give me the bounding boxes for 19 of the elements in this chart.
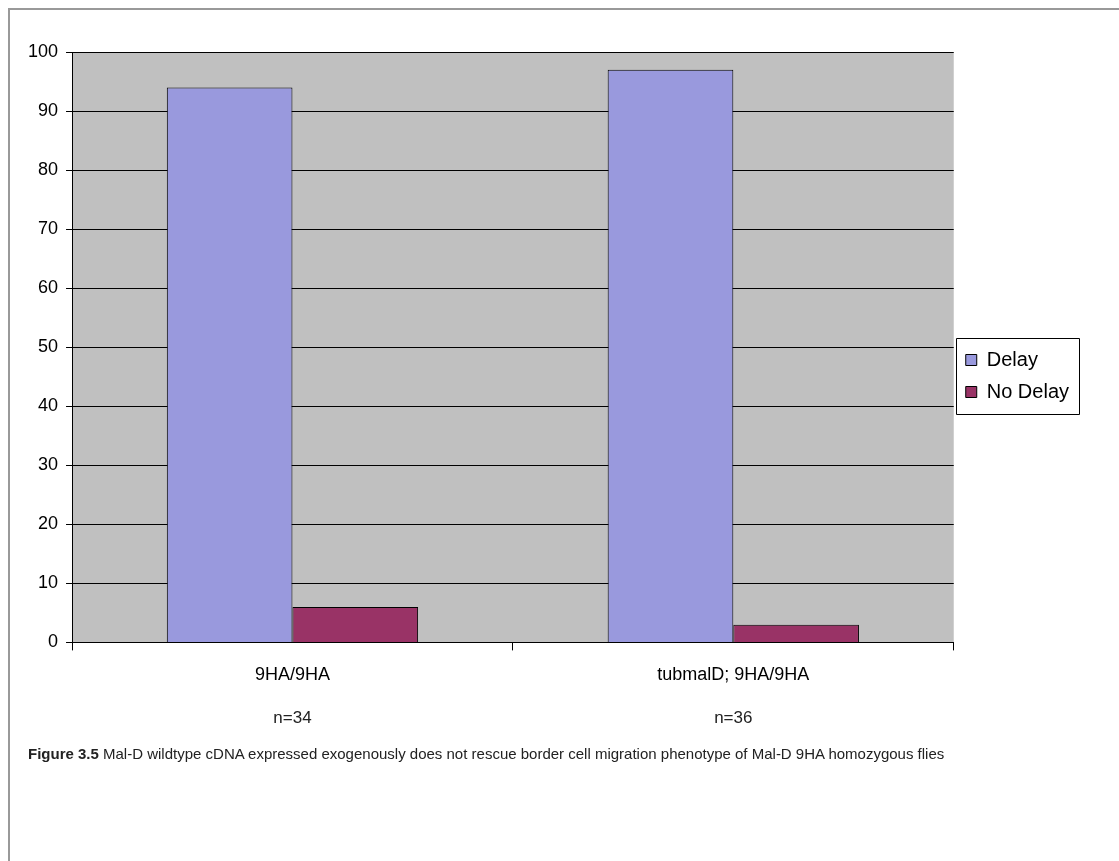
y-tick-label: 40 bbox=[38, 395, 59, 416]
y-tick-label: 30 bbox=[38, 454, 59, 475]
y-tick-label: 50 bbox=[38, 336, 59, 357]
x-tick-label: tubmalD; 9HA/9HA bbox=[657, 664, 810, 685]
y-tick-label: 100 bbox=[27, 40, 59, 61]
y-tick-label: 60 bbox=[38, 277, 59, 298]
x-tick-label: 9HA/9HA bbox=[254, 664, 330, 685]
y-tick-label: 90 bbox=[38, 100, 59, 121]
y-tick-label: 0 bbox=[48, 631, 59, 652]
text: Mal-D wildtype cDNA expressed exogenously does not rescue border cell migration phenotype of Mal-D 9HA homozygous flies bbox=[103, 745, 945, 762]
y-tick-label: 20 bbox=[38, 513, 59, 534]
y-tick-label: 80 bbox=[38, 159, 59, 180]
y-tick-label: 70 bbox=[38, 218, 59, 239]
y-tick-label: 10 bbox=[38, 572, 59, 593]
text: n=34 bbox=[273, 708, 312, 728]
text: n=36 bbox=[714, 708, 753, 728]
caption: Figure 3.5 bbox=[28, 745, 100, 762]
legend-label: Delay bbox=[986, 347, 1038, 370]
legend-label: No Delay bbox=[986, 379, 1070, 402]
